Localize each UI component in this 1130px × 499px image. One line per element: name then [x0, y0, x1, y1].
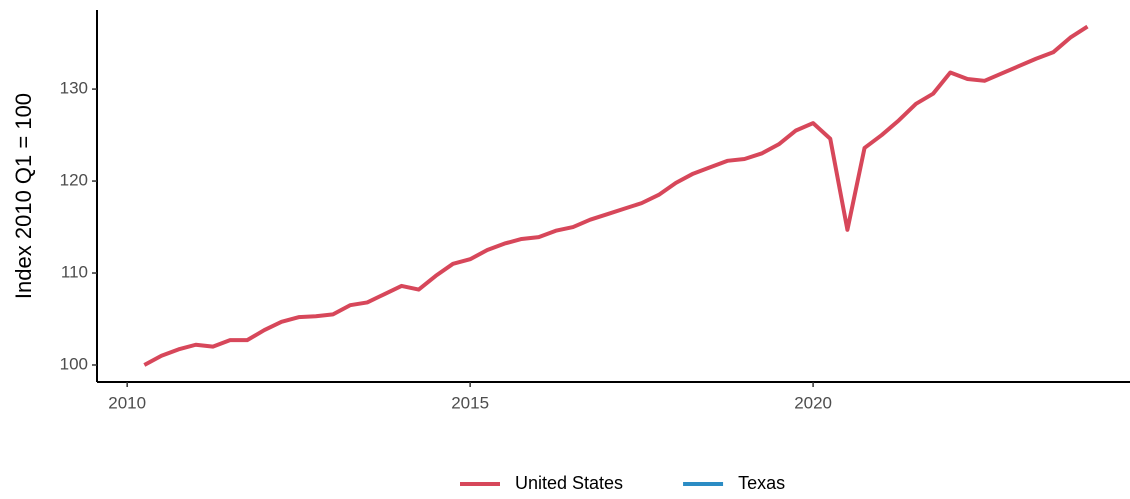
- y-tick-label: 130: [60, 79, 88, 98]
- y-tick-label: 120: [60, 171, 88, 190]
- x-tick-label: 2010: [108, 393, 146, 412]
- line-series: [143, 24, 1089, 367]
- y-tick-label: 100: [60, 354, 88, 373]
- y-tick-label: 110: [61, 263, 88, 282]
- x-tick-label: 2015: [451, 393, 489, 412]
- legend-label: Texas: [738, 473, 785, 493]
- legend-label: United States: [515, 473, 623, 493]
- y-axis-label: Index 2010 Q1 = 100: [11, 93, 36, 299]
- x-tick-label: 2020: [794, 393, 832, 412]
